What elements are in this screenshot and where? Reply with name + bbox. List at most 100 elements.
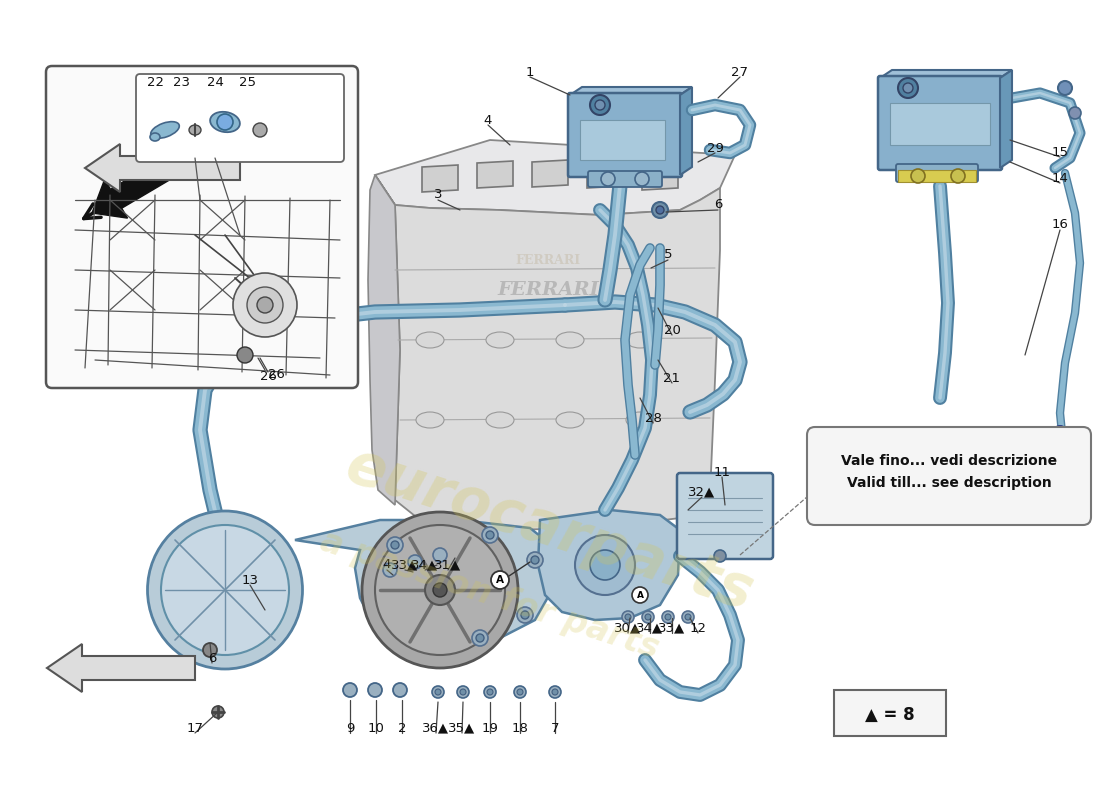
FancyArrow shape (92, 138, 208, 218)
Polygon shape (368, 175, 400, 505)
Circle shape (595, 100, 605, 110)
Circle shape (204, 643, 217, 657)
FancyBboxPatch shape (568, 93, 682, 177)
Ellipse shape (626, 412, 654, 428)
Text: Valid till... see description: Valid till... see description (847, 476, 1052, 490)
Text: 2: 2 (398, 722, 406, 734)
Text: 6: 6 (714, 198, 723, 211)
Text: 23: 23 (174, 77, 190, 90)
Circle shape (552, 689, 558, 695)
Polygon shape (375, 140, 735, 215)
FancyBboxPatch shape (878, 76, 1002, 170)
Text: 36▲: 36▲ (422, 722, 450, 734)
Text: FERRARI: FERRARI (497, 281, 598, 299)
Circle shape (714, 550, 726, 562)
Text: A: A (496, 575, 504, 585)
Polygon shape (587, 161, 623, 188)
Circle shape (425, 575, 455, 605)
Circle shape (601, 172, 615, 186)
Polygon shape (422, 165, 458, 192)
Circle shape (1053, 426, 1067, 440)
Text: 33▲: 33▲ (659, 622, 685, 634)
Text: 31▲: 31▲ (434, 558, 462, 571)
Text: 4: 4 (484, 114, 492, 126)
Circle shape (257, 297, 273, 313)
Circle shape (390, 541, 399, 549)
Polygon shape (532, 160, 568, 187)
Circle shape (1058, 81, 1072, 95)
Ellipse shape (556, 332, 584, 348)
Circle shape (549, 686, 561, 698)
Circle shape (460, 689, 466, 695)
Circle shape (233, 273, 297, 337)
Text: 26: 26 (260, 370, 276, 382)
Circle shape (217, 114, 233, 130)
Bar (890, 103, 990, 145)
Text: 17: 17 (187, 722, 204, 734)
Text: 32▲: 32▲ (689, 486, 716, 498)
FancyArrow shape (47, 644, 195, 692)
Circle shape (911, 169, 925, 183)
FancyBboxPatch shape (896, 164, 978, 182)
Text: 16: 16 (1052, 218, 1068, 231)
Circle shape (645, 614, 651, 620)
Polygon shape (570, 87, 692, 95)
Text: 22: 22 (146, 77, 164, 90)
Text: 25: 25 (240, 77, 256, 90)
Ellipse shape (416, 412, 444, 428)
Circle shape (375, 525, 505, 655)
Circle shape (487, 689, 493, 695)
Text: 4: 4 (383, 558, 392, 571)
Circle shape (682, 611, 694, 623)
Ellipse shape (626, 332, 654, 348)
Polygon shape (880, 70, 1012, 78)
Text: FERRARI: FERRARI (516, 254, 581, 266)
Circle shape (531, 556, 539, 564)
Circle shape (253, 123, 267, 137)
Circle shape (472, 630, 488, 646)
Circle shape (685, 614, 691, 620)
Circle shape (212, 706, 224, 718)
Text: A: A (637, 590, 644, 599)
Circle shape (656, 206, 664, 214)
Text: 12: 12 (690, 622, 706, 634)
Text: 15: 15 (1052, 146, 1068, 158)
Circle shape (632, 587, 648, 603)
Text: a passion for parts: a passion for parts (317, 525, 663, 666)
Text: ▲ = 8: ▲ = 8 (866, 706, 915, 724)
Circle shape (484, 686, 496, 698)
Text: eurocarparts: eurocarparts (339, 437, 761, 623)
Circle shape (456, 686, 469, 698)
Circle shape (433, 548, 447, 562)
Circle shape (652, 202, 668, 218)
Circle shape (432, 686, 444, 698)
Ellipse shape (161, 525, 289, 655)
Polygon shape (295, 520, 556, 645)
Polygon shape (680, 87, 692, 175)
Circle shape (517, 689, 522, 695)
Ellipse shape (151, 122, 179, 138)
Circle shape (476, 634, 484, 642)
Text: 21: 21 (663, 371, 681, 385)
Circle shape (621, 611, 634, 623)
Circle shape (635, 172, 649, 186)
Circle shape (521, 611, 529, 619)
Circle shape (482, 527, 498, 543)
Text: 13: 13 (242, 574, 258, 586)
Circle shape (491, 571, 509, 589)
Circle shape (517, 607, 534, 623)
Circle shape (433, 583, 447, 597)
Text: 6: 6 (208, 651, 217, 665)
FancyArrow shape (85, 144, 240, 192)
Circle shape (408, 555, 422, 569)
Circle shape (662, 611, 674, 623)
Circle shape (590, 95, 610, 115)
Text: 24: 24 (207, 77, 223, 90)
Text: 7: 7 (551, 722, 559, 734)
Text: 5: 5 (663, 249, 672, 262)
Circle shape (387, 537, 403, 553)
Circle shape (1069, 107, 1081, 119)
Ellipse shape (189, 125, 201, 135)
Circle shape (575, 535, 635, 595)
FancyBboxPatch shape (807, 427, 1091, 525)
